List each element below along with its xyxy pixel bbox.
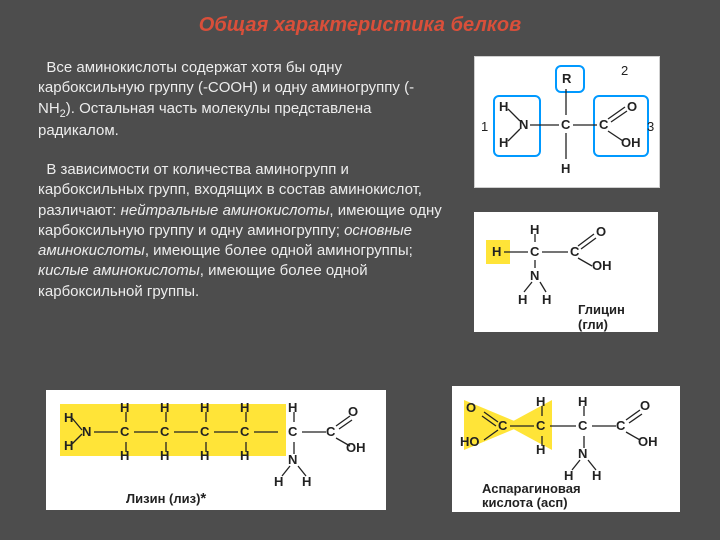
a4-NH2: H — [592, 468, 601, 483]
l-C2: C — [160, 424, 169, 439]
l-C3hb: H — [200, 448, 209, 463]
figure-lysine: H H N C H H C H H C H H C H H C H N H H … — [46, 390, 386, 510]
l-C4ht: H — [240, 400, 249, 415]
figure-aspartic: O HO C C H H C H N H H C O OH Аспарагино… — [452, 386, 680, 512]
l-C3: C — [200, 424, 209, 439]
a4-N: N — [578, 446, 587, 461]
l-Na: N — [288, 452, 297, 467]
l-O: O — [348, 404, 358, 419]
l-C3ht: H — [200, 400, 209, 415]
a4-Ca: C — [578, 418, 587, 433]
p2c: , имеющие более одной аминогруппы; — [145, 242, 413, 259]
figure-glycine: H C H N H H C O OH Глицин (гли) — [474, 212, 658, 332]
l-Hb: H — [64, 438, 73, 453]
aspartic-caption: Аспарагиновая кислота (асп) — [482, 482, 612, 511]
l-C1hb: H — [120, 448, 129, 463]
l-C4hb: H — [240, 448, 249, 463]
l-Ht: H — [64, 410, 73, 425]
paragraph-2: В зависимости от количества аминогрупп и… — [38, 160, 448, 302]
p2-i1: нейтральные аминокислоты — [121, 202, 330, 219]
a4-O1: O — [466, 400, 476, 415]
p1-text-b: ). Остальная часть молекулы представлена… — [38, 100, 371, 140]
fig3-bonds — [46, 390, 386, 510]
star-icon: * — [200, 490, 206, 507]
l-C2hb: H — [160, 448, 169, 463]
l-NH2: H — [302, 474, 311, 489]
slide: Общая характеристика белков Все аминокис… — [0, 0, 720, 540]
l-Caht: H — [288, 400, 297, 415]
p2-i3: кислые аминокислоты — [38, 262, 200, 279]
slide-title: Общая характеристика белков — [0, 14, 720, 37]
paragraph-1: Все аминокислоты содержат хотя бы одну к… — [38, 58, 448, 142]
a4-Hb1: H — [536, 442, 545, 457]
figure-amino-acid: 2 1 3 H H N R C H C O OH — [474, 56, 660, 188]
l-C1ht: H — [120, 400, 129, 415]
l-Ca: C — [288, 424, 297, 439]
l-Cc: C — [326, 424, 335, 439]
a4-Ht2: H — [578, 394, 587, 409]
a4-Cc2: C — [616, 418, 625, 433]
a4-Cc1: C — [498, 418, 507, 433]
lysine-caption: Лизин (лиз)* — [126, 490, 206, 507]
a4-O2: O — [640, 398, 650, 413]
a4-OH: OH — [638, 434, 658, 449]
a4-Ht1: H — [536, 394, 545, 409]
a4-HO: HO — [460, 434, 480, 449]
glycine-caption: Глицин (гли) — [578, 302, 658, 332]
a4-C1: C — [536, 418, 545, 433]
l-C1: C — [120, 424, 129, 439]
l-NH1: H — [274, 474, 283, 489]
l-C2ht: H — [160, 400, 169, 415]
fig1-bonds — [475, 57, 659, 187]
l-OH: OH — [346, 440, 366, 455]
l-C4: C — [240, 424, 249, 439]
l-N1: N — [82, 424, 91, 439]
